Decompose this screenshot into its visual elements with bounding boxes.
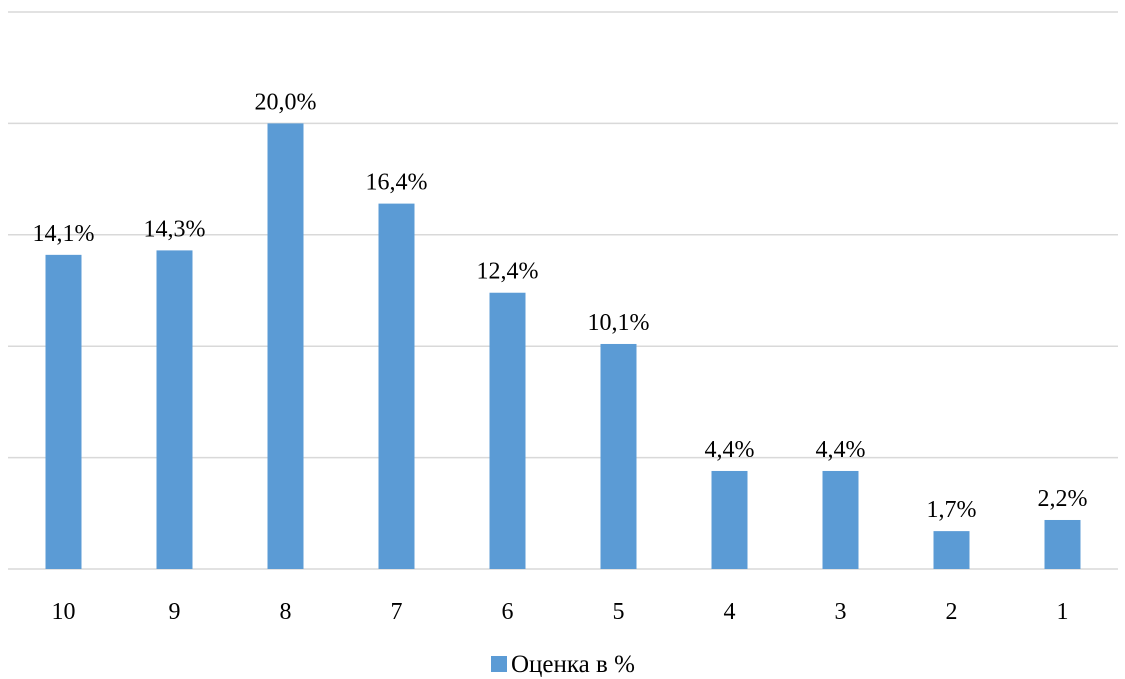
legend-label: Оценка в % bbox=[511, 651, 635, 678]
data-label: 14,3% bbox=[144, 216, 206, 242]
bar bbox=[933, 531, 970, 569]
x-tick-label: 4 bbox=[724, 599, 736, 625]
x-tick-label: 8 bbox=[280, 599, 292, 625]
bar bbox=[1044, 519, 1081, 569]
data-label: 1,7% bbox=[927, 497, 977, 523]
data-label: 4,4% bbox=[816, 437, 866, 463]
bar bbox=[489, 292, 526, 569]
data-label: 12,4% bbox=[477, 259, 539, 285]
gridlines bbox=[8, 11, 1118, 570]
bar bbox=[45, 254, 82, 570]
x-tick-label: 7 bbox=[391, 599, 403, 625]
x-tick-label: 6 bbox=[502, 599, 514, 625]
x-tick-label: 1 bbox=[1057, 599, 1069, 625]
legend: Оценка в % bbox=[491, 651, 635, 678]
data-label: 16,4% bbox=[366, 170, 428, 196]
bars bbox=[45, 123, 1081, 570]
data-label: 10,1% bbox=[588, 310, 650, 336]
legend-swatch bbox=[491, 656, 507, 672]
bar bbox=[711, 470, 748, 569]
data-label: 20,0% bbox=[255, 89, 317, 115]
bar bbox=[822, 470, 859, 569]
x-tick-label: 10 bbox=[52, 599, 76, 625]
x-axis-tick-labels: 10 9 8 7 6 5 4 3 2 1 bbox=[52, 599, 1069, 625]
data-label: 4,4% bbox=[705, 437, 755, 463]
data-label: 14,1% bbox=[33, 221, 95, 247]
data-label: 2,2% bbox=[1038, 486, 1088, 512]
bar bbox=[267, 123, 304, 570]
bar bbox=[378, 203, 415, 569]
bar bbox=[156, 250, 193, 569]
x-tick-label: 5 bbox=[613, 599, 625, 625]
x-tick-label: 2 bbox=[946, 599, 958, 625]
data-labels: 14,1% 14,3% 20,0% 16,4% 12,4% 10,1% 4,4% 4,4% 1,… bbox=[33, 89, 1088, 523]
x-tick-label: 3 bbox=[835, 599, 847, 625]
x-tick-label: 9 bbox=[169, 599, 181, 625]
bar bbox=[600, 343, 637, 569]
